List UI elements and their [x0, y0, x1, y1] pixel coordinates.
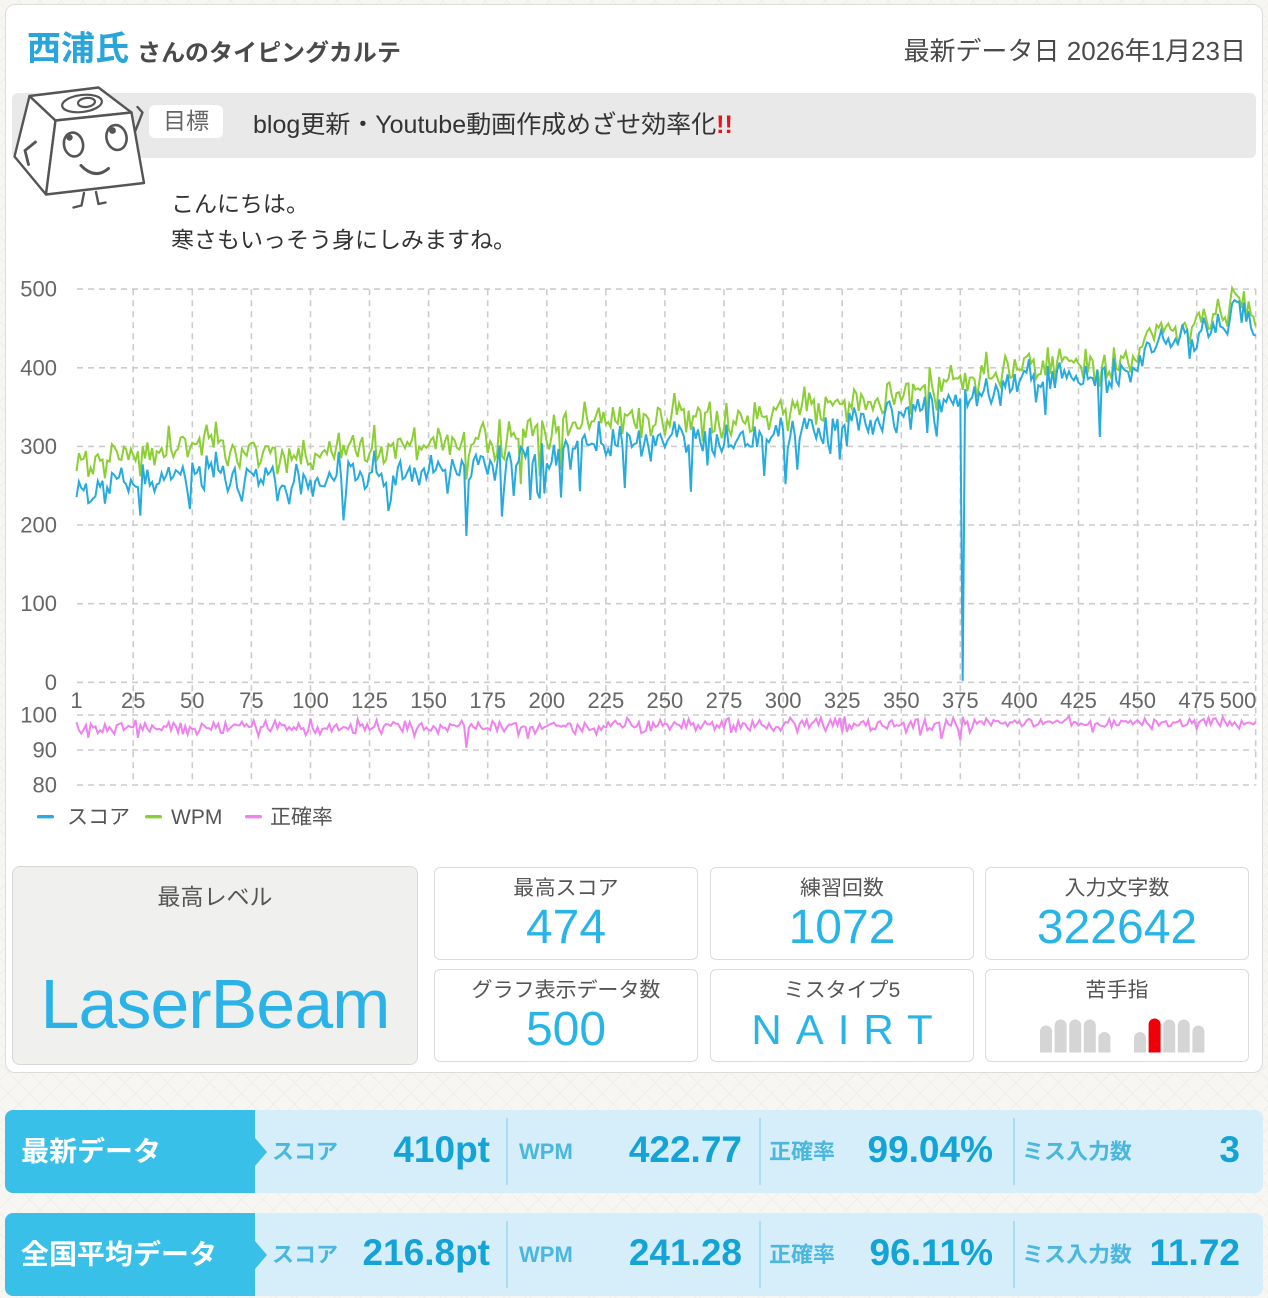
svg-text:150: 150	[410, 688, 447, 713]
svg-text:100: 100	[20, 703, 57, 728]
svg-text:225: 225	[588, 688, 625, 713]
svg-text:400: 400	[20, 355, 57, 380]
svg-text:475: 475	[1178, 688, 1215, 713]
svg-text:250: 250	[647, 688, 684, 713]
svg-text:275: 275	[706, 688, 743, 713]
svg-text:スコア: スコア	[67, 806, 130, 829]
svg-text:125: 125	[351, 688, 388, 713]
svg-text:200: 200	[528, 688, 565, 713]
svg-text:50: 50	[180, 688, 204, 713]
svg-text:175: 175	[469, 688, 506, 713]
svg-text:500: 500	[1220, 688, 1257, 713]
svg-text:450: 450	[1119, 688, 1156, 713]
svg-text:100: 100	[292, 688, 329, 713]
svg-text:75: 75	[239, 688, 263, 713]
svg-text:200: 200	[20, 513, 57, 538]
svg-text:80: 80	[33, 773, 57, 798]
svg-text:325: 325	[824, 688, 861, 713]
svg-text:375: 375	[942, 688, 979, 713]
svg-text:300: 300	[20, 434, 57, 459]
svg-text:500: 500	[20, 277, 57, 302]
svg-text:0: 0	[45, 670, 57, 695]
svg-text:400: 400	[1001, 688, 1038, 713]
svg-text:300: 300	[765, 688, 802, 713]
svg-text:WPM: WPM	[171, 806, 222, 829]
svg-text:100: 100	[20, 591, 57, 616]
svg-text:90: 90	[33, 738, 57, 763]
svg-text:正確率: 正確率	[270, 806, 333, 829]
svg-text:25: 25	[121, 688, 145, 713]
svg-text:425: 425	[1060, 688, 1097, 713]
svg-text:1: 1	[70, 688, 82, 713]
svg-text:350: 350	[883, 688, 920, 713]
